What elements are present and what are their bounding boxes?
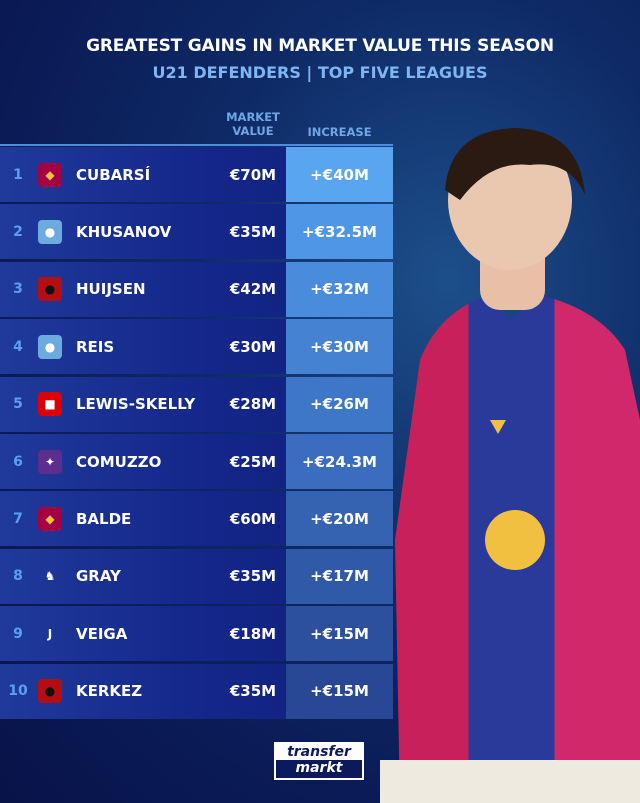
table-row: 4 ● REIS €30M +€30M	[0, 319, 393, 375]
player-name: BALDE	[76, 509, 132, 528]
increase-header: INCREASE	[307, 125, 372, 139]
rank: 2	[13, 223, 23, 240]
bournemouth-crest-icon: ●	[38, 277, 62, 302]
man-city-crest-icon: ●	[38, 334, 62, 359]
player-name: COMUZZO	[76, 452, 162, 471]
table-row: 9 J VEIGA €18M +€15M	[0, 606, 393, 662]
bournemouth-crest-icon: ●	[38, 679, 62, 704]
increase-value: +€32M	[286, 261, 393, 317]
rank: 9	[13, 625, 23, 642]
rank: 6	[13, 453, 23, 470]
market-value: €35M	[229, 567, 277, 586]
market-value: €35M	[229, 222, 277, 241]
rank: 3	[13, 281, 23, 298]
table-row: 1 ◆ CUBARSÍ €70M +€40M	[0, 147, 393, 202]
rank: 10	[8, 683, 28, 700]
rank: 5	[13, 396, 23, 413]
table-row: 3 ● HUIJSEN €42M +€32M	[0, 261, 393, 317]
market-value-header: MARKET VALUE	[226, 110, 280, 138]
tottenham-crest-icon: ♞	[44, 569, 56, 584]
increase-value: +€40M	[286, 147, 393, 202]
market-value: €25M	[229, 452, 277, 471]
table-row: 2 ● KHUSANOV €35M +€32.5M	[0, 204, 393, 260]
increase-value: +€24.3M	[286, 434, 393, 489]
player-name: HUIJSEN	[76, 280, 146, 299]
arsenal-crest-icon: ■	[38, 392, 62, 417]
juventus-crest-icon: J	[47, 626, 53, 641]
logo-line1: transfer	[276, 744, 362, 760]
header-divider	[0, 144, 393, 146]
fiorentina-crest-icon: ✦	[38, 449, 62, 474]
player-name: VEIGA	[76, 624, 128, 643]
increase-value: +€17M	[286, 548, 393, 604]
page-title: GREATEST GAINS IN MARKET VALUE THIS SEAS…	[86, 36, 554, 56]
market-value: €28M	[229, 395, 277, 414]
table-row: 7 ◆ BALDE €60M +€20M	[0, 491, 393, 547]
table-row: 8 ♞ GRAY €35M +€17M	[0, 548, 393, 604]
increase-value: +€30M	[286, 319, 393, 375]
man-city-crest-icon: ●	[38, 219, 62, 244]
rank: 4	[13, 338, 23, 355]
player-name: GRAY	[76, 567, 121, 586]
increase-value: +€15M	[286, 663, 393, 719]
increase-value: +€15M	[286, 606, 393, 662]
player-photo	[380, 128, 640, 803]
market-value: €60M	[229, 509, 277, 528]
subtitle: U21 DEFENDERS | TOP FIVE LEAGUES	[152, 63, 488, 82]
increase-value: +€20M	[286, 491, 393, 547]
market-value: €42M	[229, 280, 277, 299]
table-row: 10 ● KERKEZ €35M +€15M	[0, 663, 393, 719]
market-value: €70M	[229, 165, 277, 184]
barcelona-crest-icon: ◆	[38, 506, 62, 531]
barcelona-crest-icon: ◆	[38, 162, 62, 187]
rank: 8	[13, 568, 23, 585]
increase-value: +€26M	[286, 376, 393, 432]
market-value: €35M	[229, 682, 277, 701]
rank: 7	[13, 510, 23, 527]
market-value: €30M	[229, 337, 277, 356]
rank: 1	[13, 166, 23, 183]
logo-line2: markt	[295, 760, 343, 776]
increase-value: +€32.5M	[286, 204, 393, 260]
transfermarkt-logo: transfer markt	[274, 742, 364, 780]
player-name: KERKEZ	[76, 682, 143, 701]
player-name: CUBARSÍ	[76, 165, 151, 184]
market-value: €18M	[229, 624, 277, 643]
table-row: 5 ■ LEWIS-SKELLY €28M +€26M	[0, 376, 393, 432]
player-name: KHUSANOV	[76, 222, 172, 241]
player-name: LEWIS-SKELLY	[76, 395, 196, 414]
table-row: 6 ✦ COMUZZO €25M +€24.3M	[0, 434, 393, 489]
player-name: REIS	[76, 337, 115, 356]
